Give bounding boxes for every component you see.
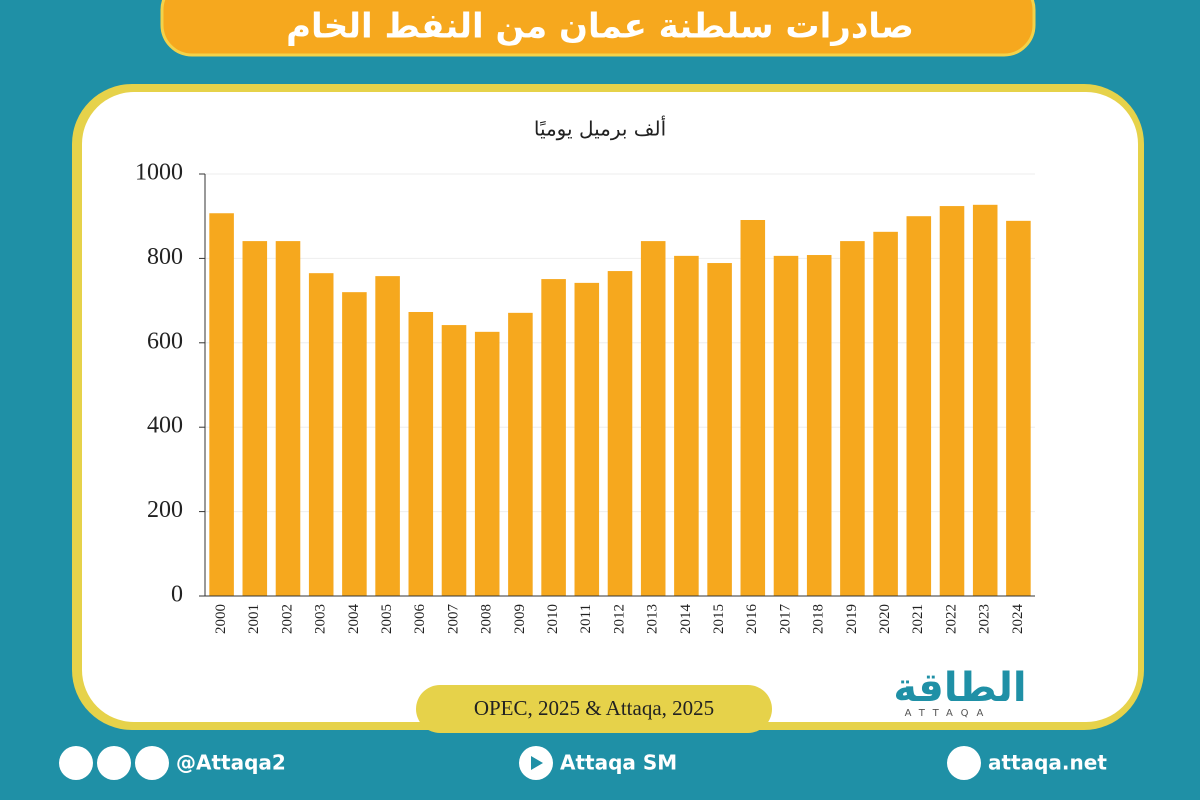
bar [873,231,898,596]
youtube-play [531,756,543,770]
bar [840,241,865,596]
bar [342,292,367,596]
bar [408,311,434,596]
source-box [416,685,772,733]
x-tick-label: 2017 [777,604,793,635]
bar [607,271,633,596]
chart-title: صادرات سلطنة عمان من النفط الخام [286,7,914,47]
bar [375,276,400,596]
x-tick-label: 2021 [910,604,926,634]
x-tick-label: 2002 [279,604,295,634]
bar [1006,220,1031,597]
logo-latin: ATTAQA [905,708,992,719]
bar [541,279,566,596]
x-tick-label: 2003 [313,604,329,634]
x-tick-label: 2022 [943,604,959,634]
bar [972,204,998,596]
x-icon[interactable] [59,746,93,780]
y-tick-label: 0 [171,582,183,608]
x-tick-label: 2001 [246,604,262,634]
x-tick-label: 2016 [744,604,760,635]
bar [441,325,467,596]
bar [707,263,732,596]
bar [674,255,699,597]
x-tick-label: 2011 [578,604,594,633]
bar [640,241,666,596]
bar [773,255,799,597]
x-tick-label: 2007 [445,604,461,635]
bar [906,216,932,596]
web-icon[interactable] [947,746,981,780]
x-tick-label: 2018 [811,604,827,634]
x-tick-label: 2010 [545,604,561,634]
y-tick-label: 200 [147,497,183,523]
x-tick-label: 2005 [379,604,395,634]
x-tick-label: 2015 [711,604,727,634]
website: attaqa.net [988,751,1107,775]
y-tick-label: 800 [147,244,183,270]
x-tick-label: 2012 [611,604,627,634]
x-tick-label: 2004 [346,604,362,635]
y-axis-label: ألف برميل يوميًا [534,116,666,141]
x-tick-label: 2014 [678,604,694,635]
bar [209,213,234,596]
title-banner [160,0,1036,57]
y-tick-label: 400 [147,413,183,439]
bar [275,241,301,596]
x-tick-label: 2024 [1010,604,1026,635]
y-tick-label: 600 [147,328,183,354]
x-tick-label: 2009 [512,604,528,634]
x-tick-label: 2000 [213,604,229,634]
bar [574,282,600,596]
y-tick-label: 1000 [135,160,183,186]
instagram-icon[interactable] [97,746,131,780]
bar [474,331,500,596]
bar [740,219,766,597]
bar [939,206,965,596]
bar [806,255,832,597]
x-tick-label: 2006 [412,604,428,635]
source: OPEC, 2025 & Attaqa, 2025 [474,696,714,720]
x-tick-label: 2013 [645,604,661,634]
x-tick-label: 2023 [977,604,993,634]
facebook-icon[interactable] [135,746,169,780]
x-tick-label: 2008 [479,604,495,634]
bar [308,273,334,596]
logo: الطاقة [893,665,1026,711]
x-tick-label: 2020 [877,604,893,634]
x-tick-label: 2019 [844,604,860,634]
youtube-name: Attaqa SM [560,751,677,775]
social-handle: @Attaqa2 [176,751,286,775]
bar [508,312,533,596]
bar [242,241,268,596]
